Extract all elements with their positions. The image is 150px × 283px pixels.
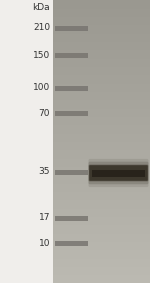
- Bar: [92, 170, 145, 177]
- FancyBboxPatch shape: [88, 162, 148, 184]
- Bar: [55, 53, 88, 57]
- Text: 100: 100: [33, 83, 50, 93]
- Text: 35: 35: [39, 168, 50, 177]
- Bar: [55, 85, 88, 91]
- Text: 210: 210: [33, 23, 50, 33]
- FancyBboxPatch shape: [89, 165, 148, 181]
- Bar: [55, 170, 88, 175]
- Text: kDa: kDa: [32, 3, 50, 12]
- Text: 70: 70: [39, 108, 50, 117]
- Text: 17: 17: [39, 213, 50, 222]
- Text: 10: 10: [39, 239, 50, 248]
- Bar: [55, 241, 88, 245]
- Bar: [55, 110, 88, 115]
- Bar: [55, 25, 88, 31]
- Text: 150: 150: [33, 50, 50, 59]
- Bar: [55, 215, 88, 220]
- FancyBboxPatch shape: [88, 159, 148, 187]
- FancyBboxPatch shape: [88, 164, 148, 181]
